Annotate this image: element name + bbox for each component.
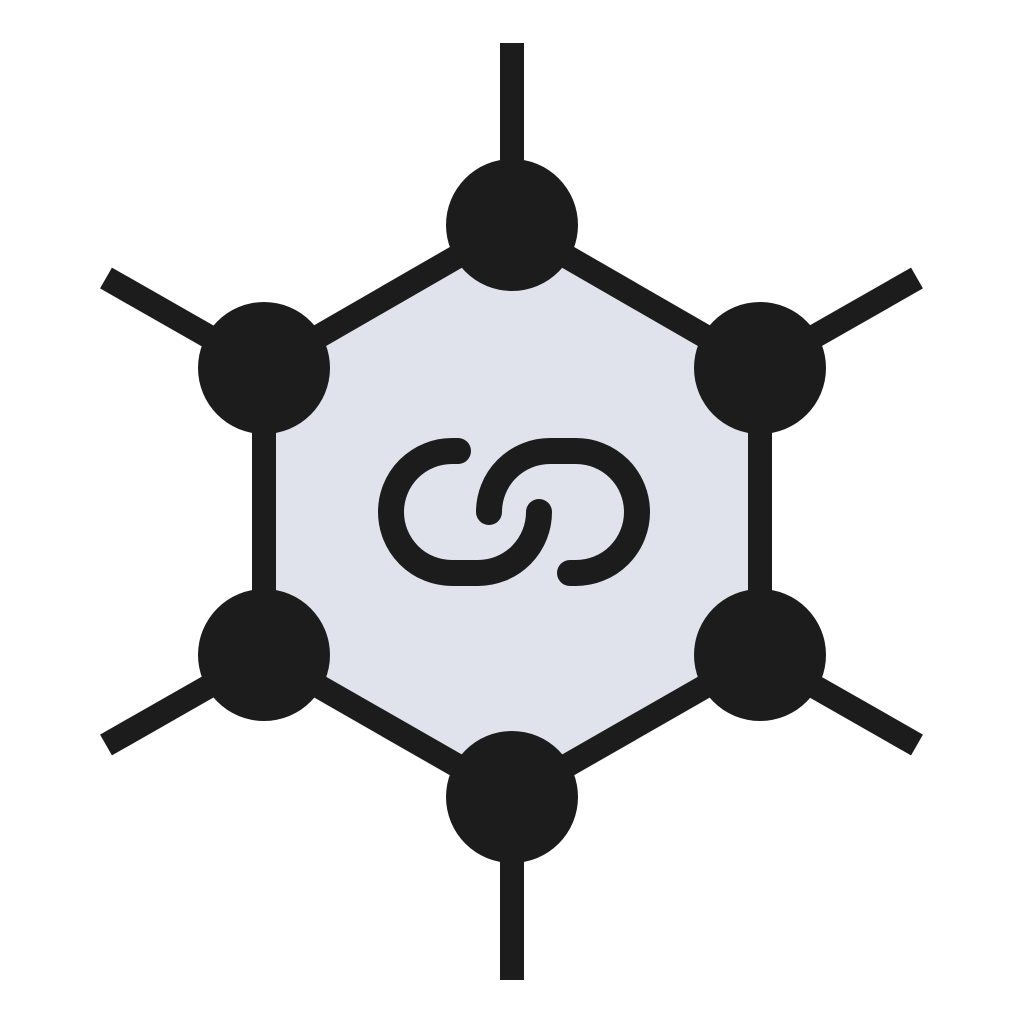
node-upper-left — [198, 302, 330, 434]
spoke-lower-right — [810, 684, 917, 745]
node-upper-right — [694, 302, 826, 434]
spoke-lower-left — [106, 684, 213, 745]
node-top — [446, 159, 578, 291]
spoke-upper-right — [810, 278, 917, 339]
spoke-upper-left — [106, 278, 213, 339]
hexagon-ring — [264, 225, 760, 797]
node-bottom — [446, 731, 578, 863]
node-lower-left — [198, 589, 330, 721]
node-lower-right — [694, 589, 826, 721]
